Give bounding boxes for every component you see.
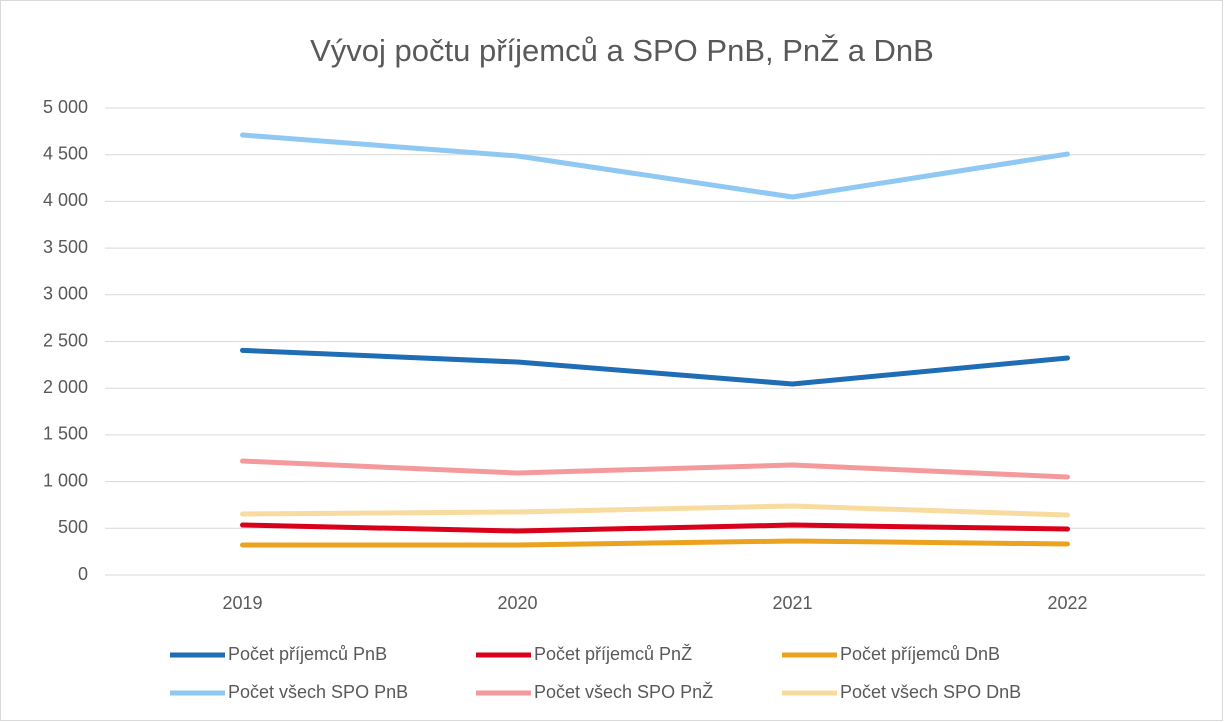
y-tick-label: 5 000 bbox=[43, 97, 88, 117]
line-series bbox=[240, 132, 1070, 200]
line-series bbox=[240, 538, 1070, 548]
y-tick-label: 4 500 bbox=[43, 143, 88, 163]
y-tick-label: 4 000 bbox=[43, 190, 88, 210]
chart-title: Vývoj počtu příjemců a SPO PnB, PnŽ a Dn… bbox=[310, 33, 934, 68]
legend-label: Počet příjemců PnB bbox=[228, 644, 387, 664]
legend-label: Počet všech SPO DnB bbox=[840, 682, 1021, 702]
y-tick-label: 0 bbox=[78, 564, 88, 584]
y-tick-label: 1 500 bbox=[43, 424, 88, 444]
x-tick-label: 2022 bbox=[1047, 593, 1087, 613]
legend-label: Počet příjemců PnŽ bbox=[534, 644, 692, 664]
x-tick-label: 2020 bbox=[497, 593, 537, 613]
line-series bbox=[240, 522, 1070, 534]
legend-label: Počet všech SPO PnŽ bbox=[534, 682, 713, 702]
y-tick-label: 3 000 bbox=[43, 284, 88, 304]
x-tick-label: 2019 bbox=[222, 593, 262, 613]
line-series bbox=[240, 458, 1070, 480]
line-series bbox=[240, 503, 1070, 518]
line-series bbox=[240, 347, 1070, 387]
legend-label: Počet všech SPO PnB bbox=[228, 682, 408, 702]
y-tick-label: 500 bbox=[58, 517, 88, 537]
x-tick-label: 2021 bbox=[772, 593, 812, 613]
y-tick-label: 3 500 bbox=[43, 237, 88, 257]
y-tick-label: 2 500 bbox=[43, 330, 88, 350]
legend-label: Počet příjemců DnB bbox=[840, 644, 1000, 664]
y-tick-label: 1 000 bbox=[43, 470, 88, 490]
y-tick-label: 2 000 bbox=[43, 377, 88, 397]
